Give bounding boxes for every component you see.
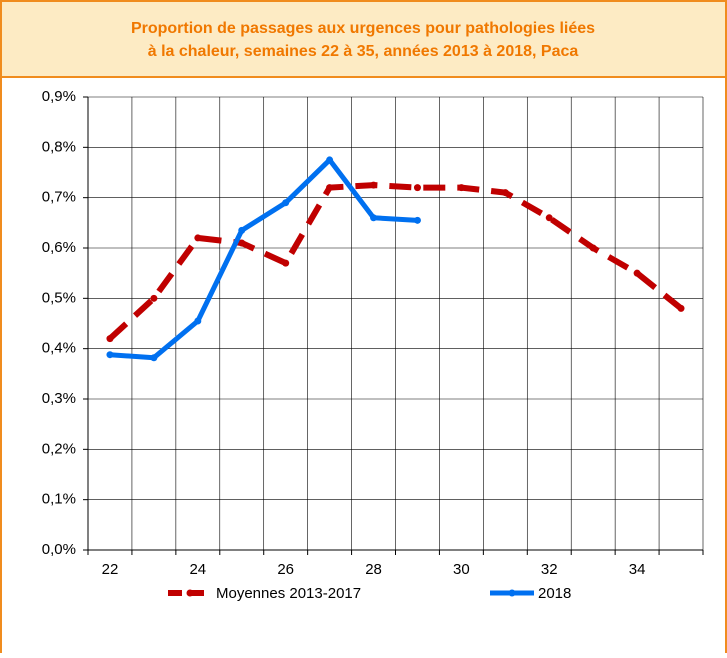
point [150,294,158,302]
point [545,214,553,222]
point [457,184,465,192]
x-tick-label: 28 [365,561,382,578]
point [501,189,509,197]
point [589,244,597,252]
series-line [107,182,683,341]
chart-title: Proportion de passages aux urgences pour… [131,20,595,37]
x-tick-label: 30 [453,561,470,578]
legend-marker [508,589,516,597]
point [326,184,334,192]
point [370,181,378,189]
y-tick-label: 0,3% [42,390,76,407]
x-tick-label: 22 [102,561,119,578]
series-line [109,157,418,361]
point [326,156,334,164]
point [282,199,290,207]
point [106,351,114,359]
y-tick-label: 0,4% [42,340,76,357]
point [370,214,378,222]
y-tick-label: 0,0% [42,541,76,558]
point [194,234,202,242]
y-tick-label: 0,6% [42,239,76,256]
y-tick-label: 0,2% [42,440,76,457]
y-tick-label: 0,7% [42,189,76,206]
point [150,354,158,362]
point [413,184,421,192]
point [413,216,421,224]
x-tick-label: 34 [629,561,646,578]
point [194,317,202,325]
point [238,226,246,234]
y-tick-label: 0,9% [42,88,76,105]
legend-marker [186,589,194,597]
legend-label: Moyennes 2013-2017 [216,585,361,602]
point [238,239,246,247]
x-tick-label: 32 [541,561,558,578]
point [677,304,685,312]
point [106,335,114,343]
point [282,259,290,267]
x-tick-label: 26 [277,561,294,578]
legend-label: 2018 [538,585,571,602]
point [633,269,641,277]
chart-title: à la chaleur, semaines 22 à 35, années 2… [148,43,579,60]
y-tick-label: 0,8% [42,138,76,155]
x-tick-label: 24 [189,561,206,578]
y-tick-label: 0,5% [42,289,76,306]
title-box [0,0,727,78]
y-tick-label: 0,1% [42,491,76,508]
